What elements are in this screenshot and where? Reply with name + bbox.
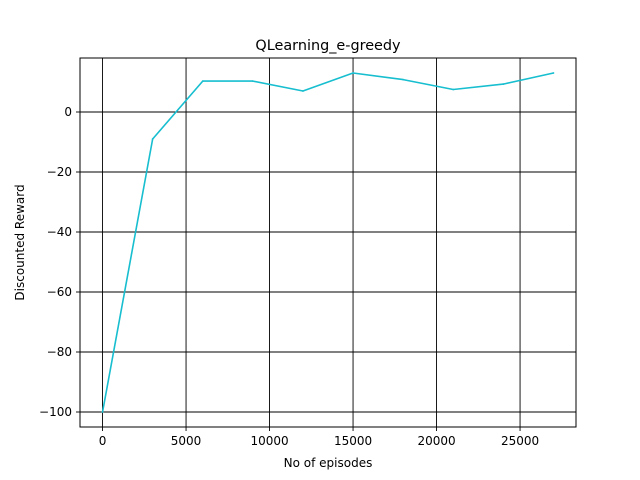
data-point (402, 78, 405, 81)
x-tick-label: 0 (99, 434, 107, 448)
x-tick-label: 10000 (250, 434, 288, 448)
y-tick-label: −100 (39, 405, 72, 419)
data-point (151, 138, 154, 140)
y-tick-label: −80 (47, 345, 72, 359)
axes-frame (79, 57, 577, 428)
ticks: 0 5000 10000 15000 20000 25000 −100 −80 −60 −40 −2… (39, 105, 539, 448)
series-layer (101, 72, 555, 413)
chart-title: QLearning_e-greedy (255, 38, 401, 54)
y-tick-label: −60 (47, 285, 72, 299)
x-tick-label: 5000 (171, 434, 202, 448)
data-point (201, 80, 204, 82)
data-point (302, 90, 304, 92)
x-axis-label: No of episodes (284, 456, 373, 470)
data-point (552, 72, 555, 74)
x-tick-label: 25000 (501, 434, 539, 448)
series-line (101, 72, 554, 413)
data-point (251, 80, 254, 82)
x-tick-label: 20000 (417, 434, 455, 448)
data-point (101, 411, 104, 413)
y-tick-label: −40 (47, 225, 72, 239)
y-tick-label: −20 (47, 165, 72, 179)
data-point (352, 72, 354, 74)
y-axis-label: Discounted Reward (13, 184, 27, 300)
grid (80, 58, 576, 427)
data-point (502, 83, 505, 85)
y-tick-label: 0 (64, 105, 72, 119)
data-point (452, 88, 455, 91)
x-tick-label: 15000 (334, 434, 372, 448)
